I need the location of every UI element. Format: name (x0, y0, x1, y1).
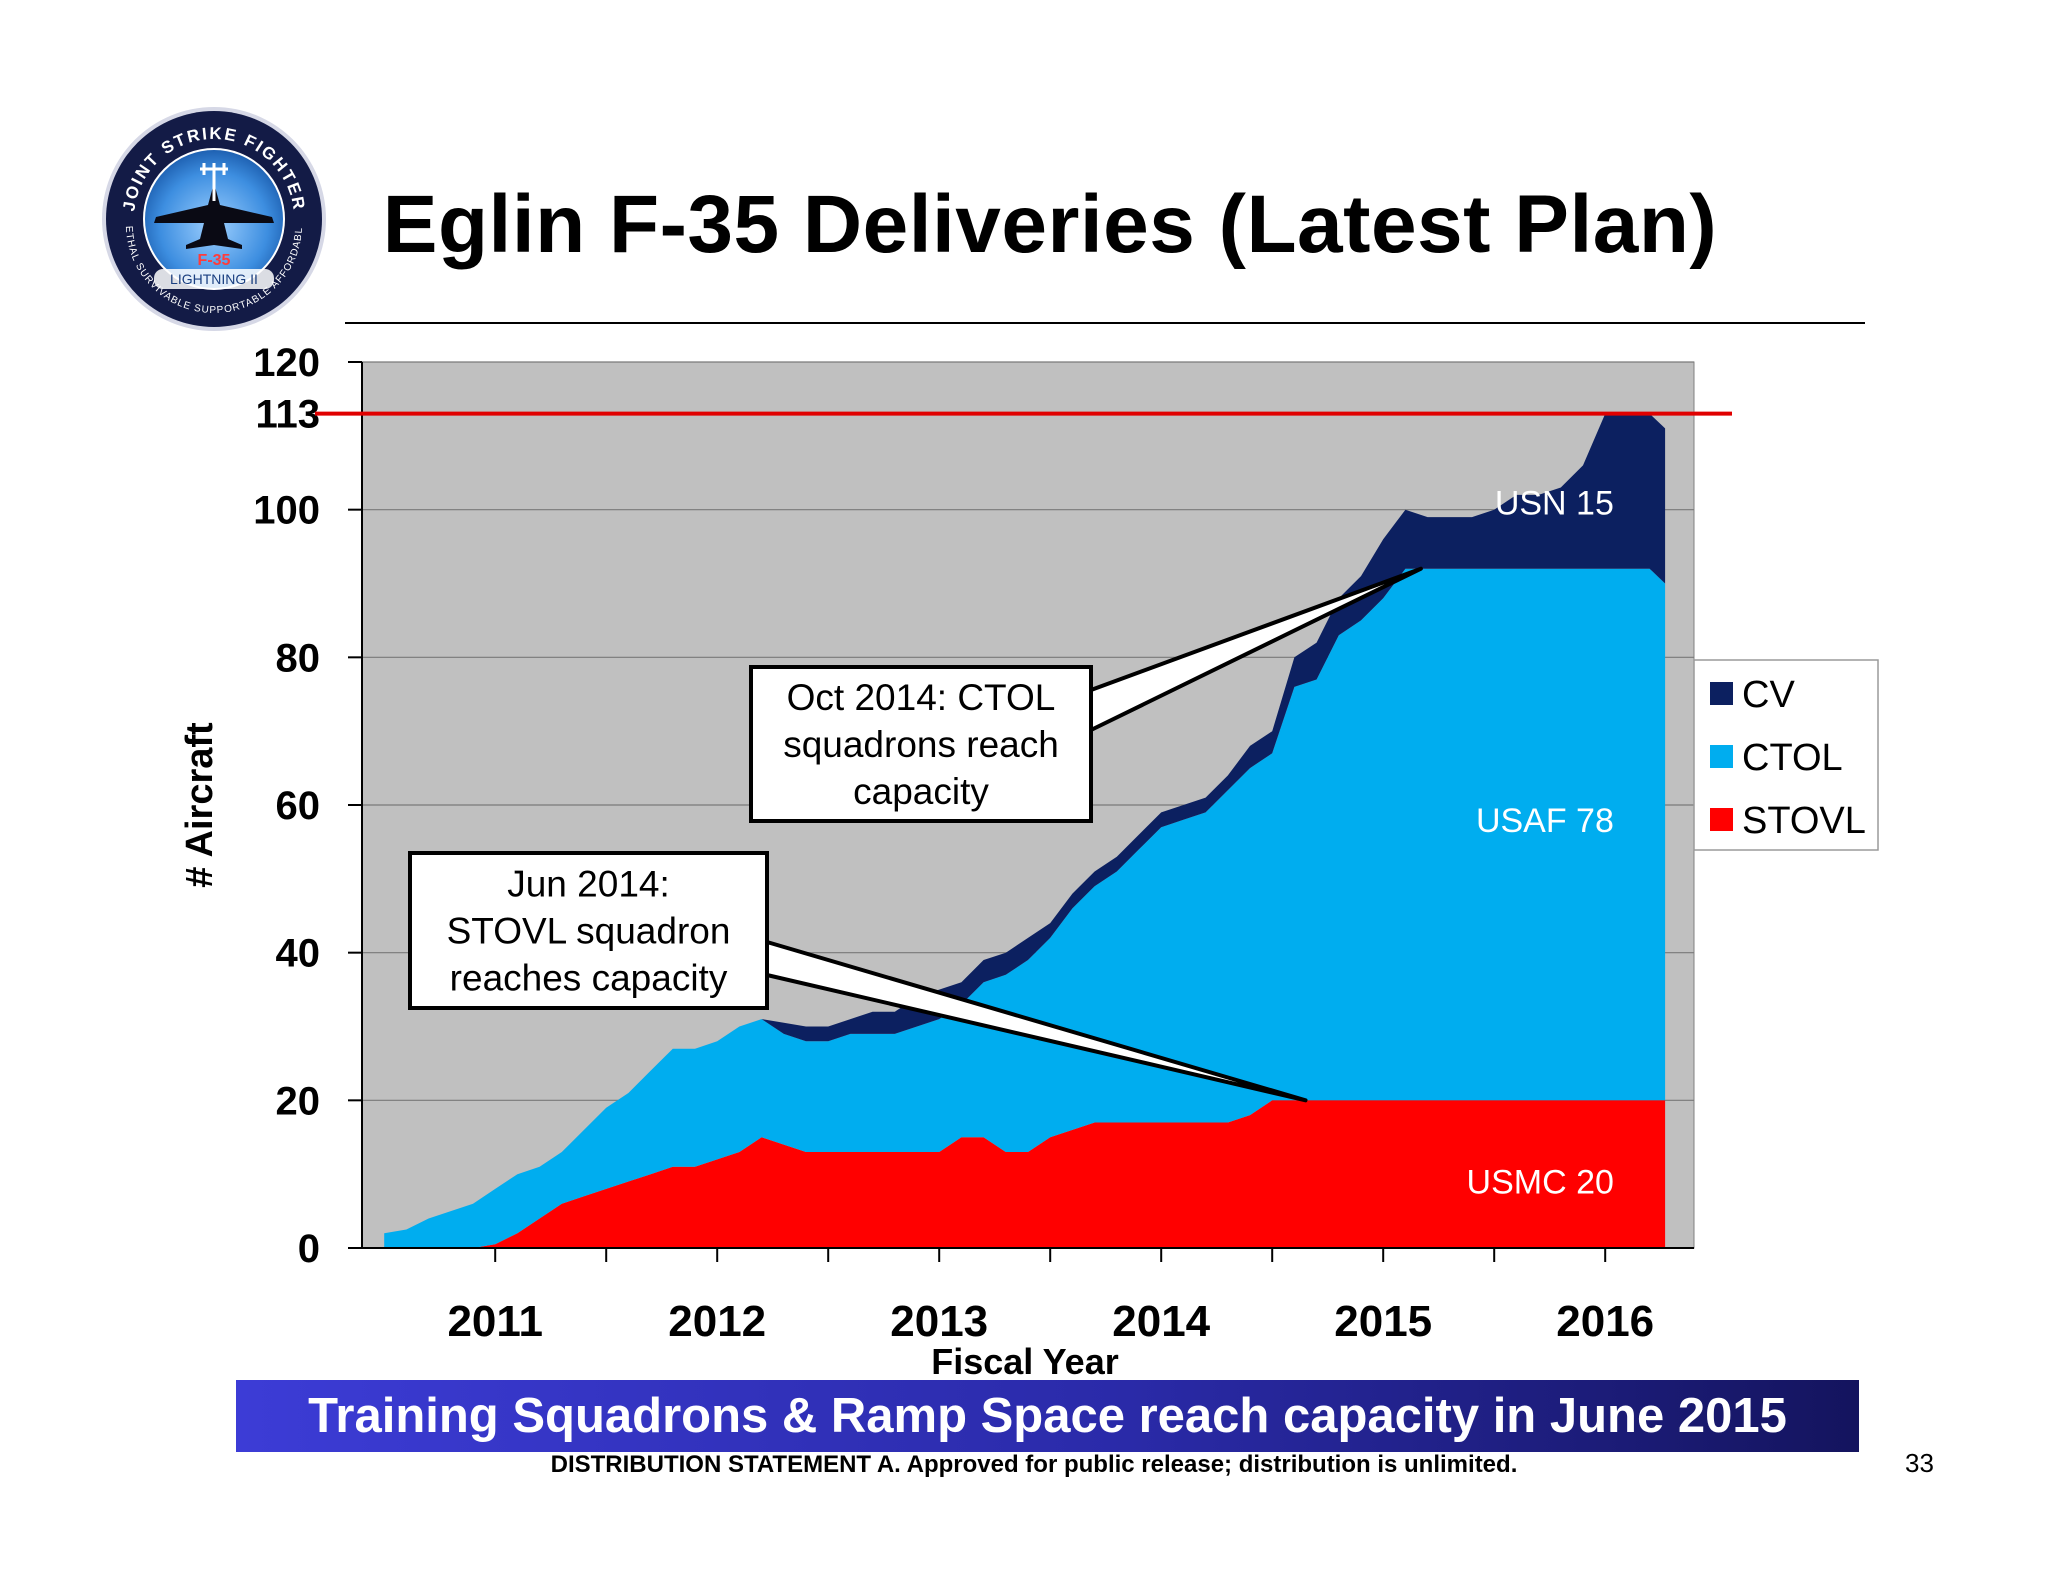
svg-text:F-35: F-35 (198, 252, 231, 269)
x-tick-label: 2014 (1112, 1297, 1210, 1346)
y-axis-title: # Aircraft (179, 722, 221, 888)
y-tick-label: 80 (276, 636, 321, 680)
page-number: 33 (1905, 1448, 1934, 1478)
x-tick-labels: 2011 2012 2013 2014 2015 2016 (447, 1297, 1654, 1346)
x-tick-label: 2011 (447, 1297, 542, 1346)
x-tick-label: 2015 (1334, 1297, 1432, 1346)
title-divider (345, 322, 1865, 324)
svg-text:LIGHTNING II: LIGHTNING II (170, 271, 258, 287)
legend-label: STOVL (1742, 800, 1866, 842)
legend-label: CTOL (1742, 737, 1843, 779)
conclusion-banner: Training Squadrons & Ramp Space reach ca… (236, 1380, 1859, 1452)
jsf-logo: JOINT STRIKE FIGHTER LETHAL SURVIVABLE S… (100, 105, 326, 331)
area-stovl (384, 1100, 1666, 1248)
callout-text: reaches capacity (450, 958, 728, 999)
callout-box (408, 851, 769, 1010)
axes (348, 361, 1694, 1262)
y-tick-label: 20 (276, 1079, 321, 1123)
series-value-label: USAF 78 (1476, 802, 1614, 840)
series-areas (384, 413, 1666, 1248)
legend-swatch (1710, 682, 1733, 705)
callout-box (749, 665, 1093, 823)
callout-text: squadrons reach (783, 724, 1059, 765)
callout-text: capacity (853, 771, 989, 812)
y-tick-label: 100 (253, 489, 320, 533)
y-tick-label: 40 (276, 932, 321, 976)
y-tick-label: 113 (255, 393, 320, 437)
legend: CV CTOL STOVL (1693, 659, 1879, 851)
y-tick-label: 0 (298, 1227, 320, 1271)
x-tick-label: 2013 (890, 1297, 988, 1346)
x-tick-label: 2012 (668, 1297, 766, 1346)
y-tick-label: 60 (276, 784, 321, 828)
y-tick-label: 120 (253, 341, 320, 385)
page-title: Eglin F-35 Deliveries (Latest Plan) (382, 179, 1718, 270)
area-ctol (384, 568, 1666, 1248)
legend-swatch (1710, 745, 1733, 768)
distribution-statement: DISTRIBUTION STATEMENT A. Approved for p… (550, 1451, 1518, 1478)
legend-swatch (1710, 808, 1733, 831)
x-tick-label: 2016 (1556, 1297, 1654, 1346)
area-cv (384, 413, 1666, 1234)
callout-text: Oct 2014: CTOL (787, 677, 1056, 718)
series-value-label: USN 15 (1495, 484, 1614, 522)
legend-label: CV (1742, 674, 1795, 716)
callout-text: STOVL squadron (447, 911, 731, 952)
series-value-labels: USN 15 USAF 78 USMC 20 (1467, 484, 1614, 1201)
callouts: Oct 2014: CTOL squadrons reach capacity Jun… (408, 566, 1423, 1103)
series-value-label: USMC 20 (1467, 1164, 1614, 1202)
y-tick-labels: 0 20 40 60 80 100 113 120 (253, 341, 320, 1271)
x-axis-title: Fiscal Year (931, 1341, 1119, 1382)
callout-text: Jun 2014: (507, 864, 670, 905)
